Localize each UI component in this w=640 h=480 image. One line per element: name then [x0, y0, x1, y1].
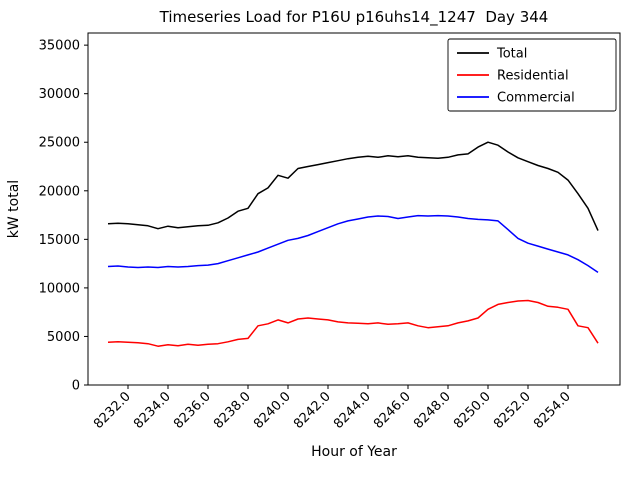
x-axis-label: Hour of Year [311, 444, 397, 460]
legend-label: Total [496, 47, 527, 62]
y-tick-label: 20000 [39, 184, 80, 199]
chart-title: Timeseries Load for P16U p16uhs14_1247 D… [159, 8, 549, 26]
x-tick-label: 8254.0 [531, 389, 574, 432]
x-tick-label: 8250.0 [451, 389, 494, 432]
y-tick-label: 15000 [39, 233, 80, 248]
x-tick-label: 8234.0 [131, 389, 174, 432]
x-tick-label: 8244.0 [331, 389, 374, 432]
y-tick-label: 5000 [47, 330, 80, 345]
series-line-residential [107, 299, 599, 347]
x-tick-label: 8242.0 [291, 389, 334, 432]
y-tick-label: 35000 [39, 39, 80, 54]
y-tick-label: 0 [72, 379, 80, 394]
legend-box [447, 38, 617, 112]
y-tick-label: 10000 [39, 281, 80, 296]
y-axis-label: kW total [6, 179, 22, 239]
legend-label: Commercial [497, 91, 575, 106]
x-axis: 8232.08234.08236.08238.08240.08242.08244… [91, 385, 574, 432]
x-tick-label: 8252.0 [491, 389, 534, 432]
x-tick-label: 8240.0 [251, 389, 294, 432]
series-line-commercial [107, 214, 599, 274]
x-tick-label: 8238.0 [211, 389, 254, 432]
x-tick-label: 8236.0 [171, 389, 214, 432]
x-tick-label: 8232.0 [91, 389, 134, 432]
legend-label: Residential [497, 69, 569, 84]
series-line-total [107, 141, 599, 231]
x-tick-label: 8246.0 [371, 389, 414, 432]
y-axis: 0 5000 10000 15000 20000 25000 30000 35000 [39, 39, 88, 394]
y-tick-label: 30000 [39, 87, 80, 102]
axes-frame [87, 32, 621, 386]
y-tick-label: 25000 [39, 136, 80, 151]
x-tick-label: 8248.0 [411, 389, 454, 432]
legend: Total Residential Commercial [447, 38, 617, 112]
